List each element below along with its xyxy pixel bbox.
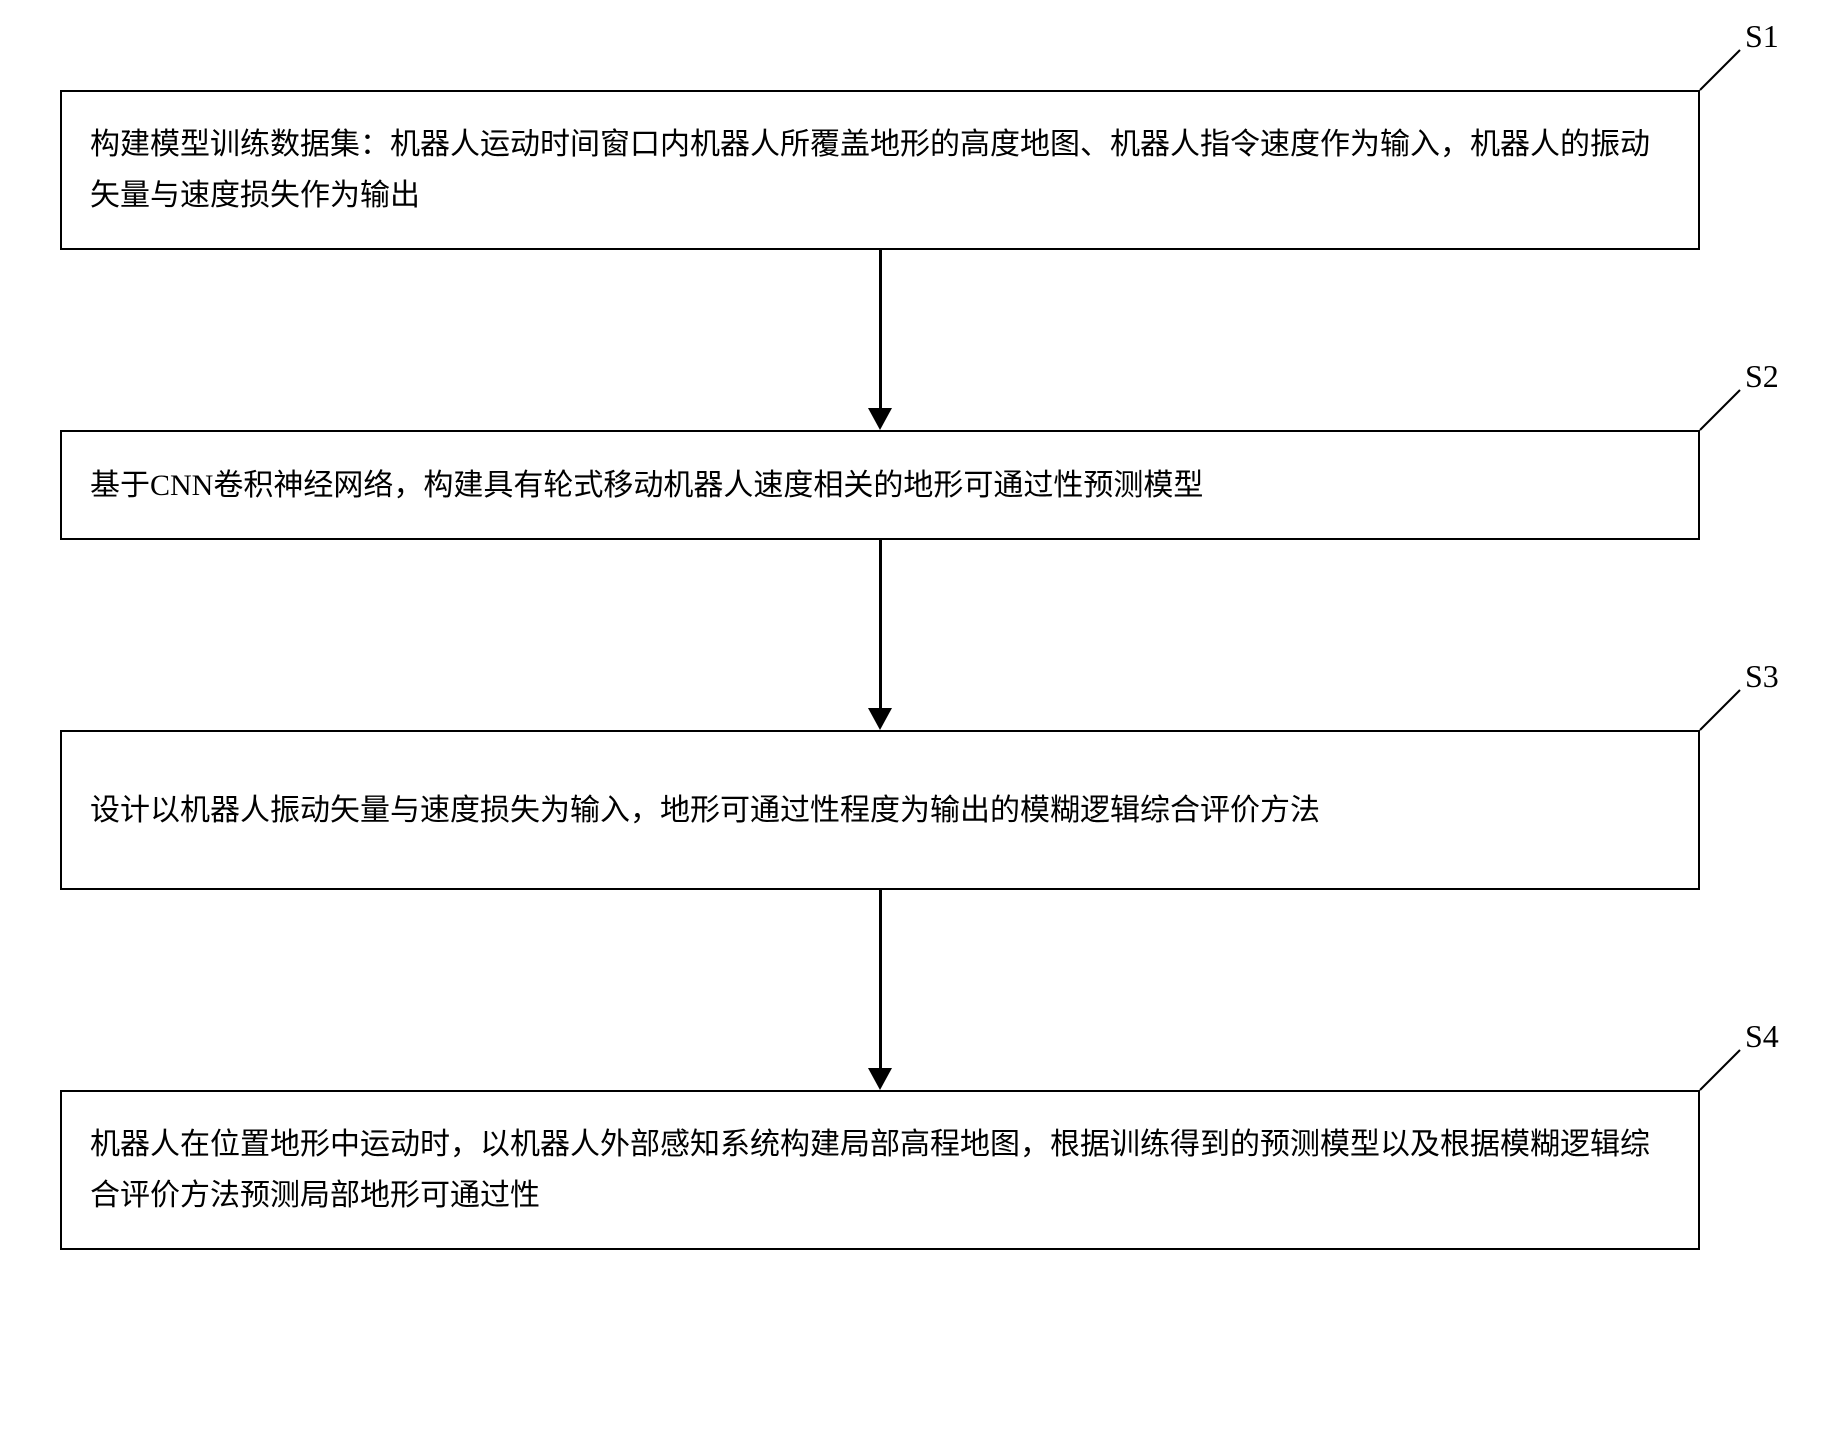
arrow-s2-s3 bbox=[879, 540, 882, 708]
step-label-s4: S4 bbox=[1745, 1018, 1779, 1055]
step-box-s1: 构建模型训练数据集：机器人运动时间窗口内机器人所覆盖地形的高度地图、机器人指令速… bbox=[60, 90, 1700, 250]
arrow-s1-s2 bbox=[879, 250, 882, 408]
step-text-s2: 基于CNN卷积神经网络，构建具有轮式移动机器人速度相关的地形可通过性预测模型 bbox=[90, 460, 1203, 511]
callout-line-s1 bbox=[1698, 48, 1744, 94]
step-text-s4: 机器人在位置地形中运动时，以机器人外部感知系统构建局部高程地图，根据训练得到的预… bbox=[90, 1119, 1670, 1221]
step-box-s4: 机器人在位置地形中运动时，以机器人外部感知系统构建局部高程地图，根据训练得到的预… bbox=[60, 1090, 1700, 1250]
step-box-s2: 基于CNN卷积神经网络，构建具有轮式移动机器人速度相关的地形可通过性预测模型 bbox=[60, 430, 1700, 540]
arrow-head-s1-s2 bbox=[868, 408, 892, 430]
step-text-s1: 构建模型训练数据集：机器人运动时间窗口内机器人所覆盖地形的高度地图、机器人指令速… bbox=[90, 119, 1670, 221]
arrow-head-s3-s4 bbox=[868, 1068, 892, 1090]
step-label-s3: S3 bbox=[1745, 658, 1779, 695]
arrow-head-s2-s3 bbox=[868, 708, 892, 730]
step-label-s2: S2 bbox=[1745, 358, 1779, 395]
step-box-s3: 设计以机器人振动矢量与速度损失为输入，地形可通过性程度为输出的模糊逻辑综合评价方… bbox=[60, 730, 1700, 890]
callout-line-s2 bbox=[1698, 388, 1744, 434]
callout-line-s3 bbox=[1698, 688, 1744, 734]
callout-line-s4 bbox=[1698, 1048, 1744, 1094]
arrow-s3-s4 bbox=[879, 890, 882, 1068]
flowchart-canvas: 构建模型训练数据集：机器人运动时间窗口内机器人所覆盖地形的高度地图、机器人指令速… bbox=[0, 0, 1827, 1444]
step-text-s3: 设计以机器人振动矢量与速度损失为输入，地形可通过性程度为输出的模糊逻辑综合评价方… bbox=[90, 785, 1320, 836]
step-label-s1: S1 bbox=[1745, 18, 1779, 55]
